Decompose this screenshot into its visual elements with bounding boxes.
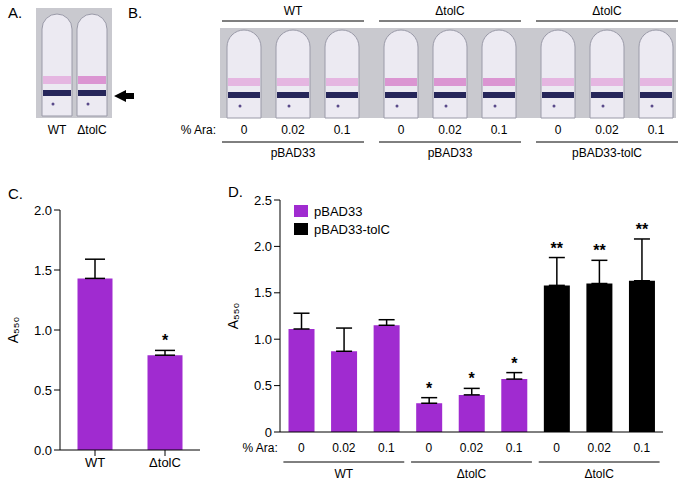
svg-text:WT: WT — [335, 467, 354, 481]
svg-text:0: 0 — [553, 441, 560, 455]
svg-text:0.1: 0.1 — [648, 123, 665, 137]
svg-text:0.02: 0.02 — [332, 441, 356, 455]
svg-text:ΔtolC: ΔtolC — [149, 455, 181, 470]
svg-text:*: * — [511, 355, 518, 372]
svg-text:1.5: 1.5 — [254, 285, 272, 300]
svg-text:ΔtolC: ΔtolC — [584, 467, 614, 481]
svg-text:1.0: 1.0 — [254, 332, 272, 347]
svg-text:ΔtolC: ΔtolC — [457, 467, 487, 481]
svg-text:*: * — [426, 380, 433, 397]
svg-text:0.5: 0.5 — [254, 378, 272, 393]
html-text:C.: C. — [8, 185, 23, 202]
html-text:D.: D. — [228, 183, 243, 200]
svg-text:0.0: 0.0 — [34, 443, 52, 458]
html-text:pBAD33: pBAD33 — [314, 203, 363, 219]
svg-text:1.0: 1.0 — [34, 323, 52, 338]
svg-text:2.0: 2.0 — [254, 239, 272, 254]
svg-text:0: 0 — [398, 123, 405, 137]
svg-text:*: * — [162, 332, 169, 349]
svg-text:2.0: 2.0 — [34, 203, 52, 218]
svg-text:A.: A. — [8, 4, 22, 21]
svg-text:WT: WT — [284, 4, 303, 18]
svg-text:B.: B. — [128, 4, 142, 21]
svg-text:0.02: 0.02 — [460, 441, 484, 455]
svg-text:0.02: 0.02 — [281, 123, 305, 137]
svg-text:0: 0 — [555, 123, 562, 137]
svg-text:0.1: 0.1 — [506, 441, 523, 455]
svg-text:**: ** — [593, 242, 606, 259]
svg-text:pBAD33-tolC: pBAD33-tolC — [572, 146, 642, 160]
svg-text:0.1: 0.1 — [633, 441, 650, 455]
svg-text:pBAD33: pBAD33 — [428, 146, 473, 160]
svg-text:ΔtolC: ΔtolC — [77, 123, 107, 137]
svg-text:A₅₅₀: A₅₅₀ — [5, 317, 21, 344]
svg-text:**: ** — [551, 240, 564, 257]
svg-text:ΔtolC: ΔtolC — [592, 4, 622, 18]
svg-text:0: 0 — [298, 441, 305, 455]
svg-text:0.1: 0.1 — [491, 123, 508, 137]
html-text:pBAD33-tolC: pBAD33-tolC — [314, 221, 390, 237]
svg-text:2.5: 2.5 — [254, 193, 272, 208]
svg-text:*: * — [469, 370, 476, 387]
svg-text:0: 0 — [265, 425, 272, 440]
svg-text:ΔtolC: ΔtolC — [435, 4, 465, 18]
svg-text:pBAD33: pBAD33 — [271, 146, 316, 160]
svg-text:% Ara:: % Ara: — [243, 441, 278, 455]
svg-text:0.1: 0.1 — [334, 123, 351, 137]
svg-text:A₅₅₀: A₅₅₀ — [225, 303, 241, 330]
svg-text:0.02: 0.02 — [438, 123, 462, 137]
svg-text:1.5: 1.5 — [34, 263, 52, 278]
svg-text:0.02: 0.02 — [595, 123, 619, 137]
svg-text:0.5: 0.5 — [34, 383, 52, 398]
svg-text:0: 0 — [426, 441, 433, 455]
svg-text:0.02: 0.02 — [587, 441, 611, 455]
svg-text:% Ara:: % Ara: — [181, 123, 216, 137]
svg-text:**: ** — [636, 221, 649, 238]
svg-text:WT: WT — [85, 455, 105, 470]
svg-text:WT: WT — [48, 123, 67, 137]
svg-text:0.1: 0.1 — [378, 441, 395, 455]
svg-text:0: 0 — [241, 123, 248, 137]
